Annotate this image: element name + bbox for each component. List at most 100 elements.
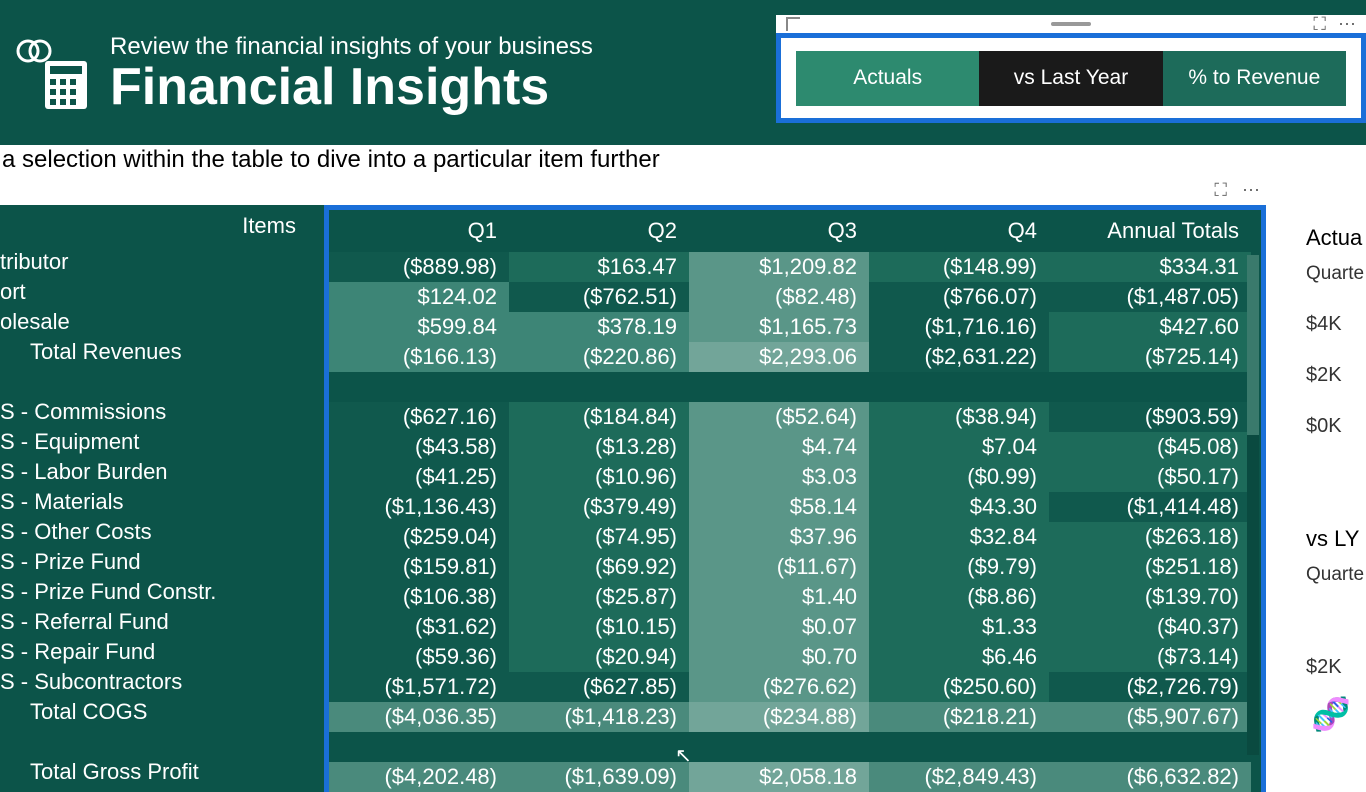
- data-cell[interactable]: ($45.08): [1049, 432, 1251, 462]
- data-cell[interactable]: ($106.38): [329, 582, 509, 612]
- row-label[interactable]: S - Referral Fund: [0, 607, 324, 637]
- data-cell[interactable]: $599.84: [329, 312, 509, 342]
- scrollbar-thumb[interactable]: [1247, 255, 1259, 435]
- data-cell[interactable]: ($13.28): [509, 432, 689, 462]
- data-cell[interactable]: ($25.87): [509, 582, 689, 612]
- data-cell[interactable]: ($218.21): [869, 702, 1049, 732]
- table-row[interactable]: ($166.13)($220.86)$2,293.06($2,631.22)($…: [329, 342, 1261, 372]
- column-header-annual-totals[interactable]: Annual Totals: [1049, 210, 1251, 252]
- data-cell[interactable]: $1.40: [689, 582, 869, 612]
- data-cell[interactable]: $163.47: [509, 252, 689, 282]
- data-cell[interactable]: ($40.37): [1049, 612, 1251, 642]
- data-cell[interactable]: ($69.92): [509, 552, 689, 582]
- table-row[interactable]: ($259.04)($74.95)$37.96$32.84($263.18): [329, 522, 1261, 552]
- data-cell[interactable]: ($10.15): [509, 612, 689, 642]
- row-label[interactable]: ort: [0, 277, 324, 307]
- data-cell[interactable]: ($31.62): [329, 612, 509, 642]
- data-cell[interactable]: $6.46: [869, 642, 1049, 672]
- table-row[interactable]: ($31.62)($10.15)$0.07$1.33($40.37): [329, 612, 1261, 642]
- data-cell[interactable]: ($6,632.82): [1049, 762, 1251, 792]
- data-cell[interactable]: ($251.18): [1049, 552, 1251, 582]
- data-cell[interactable]: ($184.84): [509, 402, 689, 432]
- table-row[interactable]: ($4,036.35)($1,418.23)($234.88)($218.21)…: [329, 702, 1261, 732]
- table-row[interactable]: ($627.16)($184.84)($52.64)($38.94)($903.…: [329, 402, 1261, 432]
- table-row[interactable]: ($1,571.72)($627.85)($276.62)($250.60)($…: [329, 672, 1261, 702]
- data-cell[interactable]: ($73.14): [1049, 642, 1251, 672]
- data-cell[interactable]: $0.70: [689, 642, 869, 672]
- data-cell[interactable]: ($43.58): [329, 432, 509, 462]
- data-cell[interactable]: $427.60: [1049, 312, 1251, 342]
- data-cell[interactable]: ($82.48): [689, 282, 869, 312]
- data-cell[interactable]: ($41.25): [329, 462, 509, 492]
- data-cell[interactable]: ($725.14): [1049, 342, 1251, 372]
- data-cell[interactable]: ($139.70): [1049, 582, 1251, 612]
- table-row[interactable]: ($59.36)($20.94)$0.70$6.46($73.14): [329, 642, 1261, 672]
- data-cell[interactable]: ($38.94): [869, 402, 1049, 432]
- data-cell[interactable]: $1.33: [869, 612, 1049, 642]
- data-cell[interactable]: ($903.59): [1049, 402, 1251, 432]
- data-cell[interactable]: ($1,571.72): [329, 672, 509, 702]
- data-cell[interactable]: ($2,631.22): [869, 342, 1049, 372]
- data-cell[interactable]: ($234.88): [689, 702, 869, 732]
- data-cell[interactable]: $1,165.73: [689, 312, 869, 342]
- resize-handle-tl[interactable]: [786, 17, 800, 31]
- data-cell[interactable]: ($762.51): [509, 282, 689, 312]
- table-row[interactable]: ($159.81)($69.92)($11.67)($9.79)($251.18…: [329, 552, 1261, 582]
- row-label[interactable]: S - Prize Fund: [0, 547, 324, 577]
- row-label[interactable]: Total COGS: [0, 697, 324, 727]
- data-cell[interactable]: ($250.60): [869, 672, 1049, 702]
- data-cell[interactable]: $334.31: [1049, 252, 1251, 282]
- tab-actuals[interactable]: Actuals: [796, 51, 979, 106]
- data-cell[interactable]: $2,058.18: [689, 762, 869, 792]
- table-more-icon[interactable]: ⋯: [1242, 180, 1260, 201]
- data-cell[interactable]: ($259.04): [329, 522, 509, 552]
- data-cell[interactable]: ($148.99): [869, 252, 1049, 282]
- row-label[interactable]: S - Other Costs: [0, 517, 324, 547]
- table-row[interactable]: ($41.25)($10.96)$3.03($0.99)($50.17): [329, 462, 1261, 492]
- data-cell[interactable]: ($50.17): [1049, 462, 1251, 492]
- data-cell[interactable]: ($263.18): [1049, 522, 1251, 552]
- data-cell[interactable]: $37.96: [689, 522, 869, 552]
- data-cell[interactable]: ($627.85): [509, 672, 689, 702]
- data-cell[interactable]: ($1,716.16): [869, 312, 1049, 342]
- data-cell[interactable]: $1,209.82: [689, 252, 869, 282]
- table-row[interactable]: ($4,202.48)($1,639.09)$2,058.18($2,849.4…: [329, 762, 1261, 792]
- data-cell[interactable]: ($766.07): [869, 282, 1049, 312]
- data-cell[interactable]: $0.07: [689, 612, 869, 642]
- row-label[interactable]: S - Prize Fund Constr.: [0, 577, 324, 607]
- table-row[interactable]: $124.02($762.51)($82.48)($766.07)($1,487…: [329, 282, 1261, 312]
- data-cell[interactable]: ($5,907.67): [1049, 702, 1251, 732]
- row-label[interactable]: Total Revenues: [0, 337, 324, 367]
- row-label[interactable]: S - Materials: [0, 487, 324, 517]
- data-cell[interactable]: ($159.81): [329, 552, 509, 582]
- row-label[interactable]: S - Repair Fund: [0, 637, 324, 667]
- data-cell[interactable]: ($11.67): [689, 552, 869, 582]
- table-row[interactable]: $599.84$378.19$1,165.73($1,716.16)$427.6…: [329, 312, 1261, 342]
- data-cell[interactable]: ($1,487.05): [1049, 282, 1251, 312]
- data-cell[interactable]: ($4,036.35): [329, 702, 509, 732]
- tab-vs-last-year[interactable]: vs Last Year: [979, 51, 1162, 106]
- data-cell[interactable]: ($627.16): [329, 402, 509, 432]
- column-header-q3[interactable]: Q3: [689, 210, 869, 252]
- data-cell[interactable]: ($1,414.48): [1049, 492, 1251, 522]
- data-cell[interactable]: ($8.86): [869, 582, 1049, 612]
- data-cell[interactable]: ($379.49): [509, 492, 689, 522]
- data-cell[interactable]: $2,293.06: [689, 342, 869, 372]
- data-cell[interactable]: $43.30: [869, 492, 1049, 522]
- data-cell[interactable]: $7.04: [869, 432, 1049, 462]
- data-cell[interactable]: ($0.99): [869, 462, 1049, 492]
- data-cell[interactable]: $3.03: [689, 462, 869, 492]
- data-cell[interactable]: ($59.36): [329, 642, 509, 672]
- row-label[interactable]: S - Subcontractors: [0, 667, 324, 697]
- row-label[interactable]: S - Equipment: [0, 427, 324, 457]
- data-cell[interactable]: ($166.13): [329, 342, 509, 372]
- column-header-q4[interactable]: Q4: [869, 210, 1049, 252]
- table-row[interactable]: ($889.98)$163.47$1,209.82($148.99)$334.3…: [329, 252, 1261, 282]
- data-cell[interactable]: ($74.95): [509, 522, 689, 552]
- data-cell[interactable]: ($9.79): [869, 552, 1049, 582]
- row-label[interactable]: S - Labor Burden: [0, 457, 324, 487]
- data-cell[interactable]: ($20.94): [509, 642, 689, 672]
- tab--to-revenue[interactable]: % to Revenue: [1163, 51, 1346, 106]
- table-focus-icon[interactable]: ⛶: [1214, 180, 1227, 201]
- drag-handle[interactable]: [1051, 22, 1091, 26]
